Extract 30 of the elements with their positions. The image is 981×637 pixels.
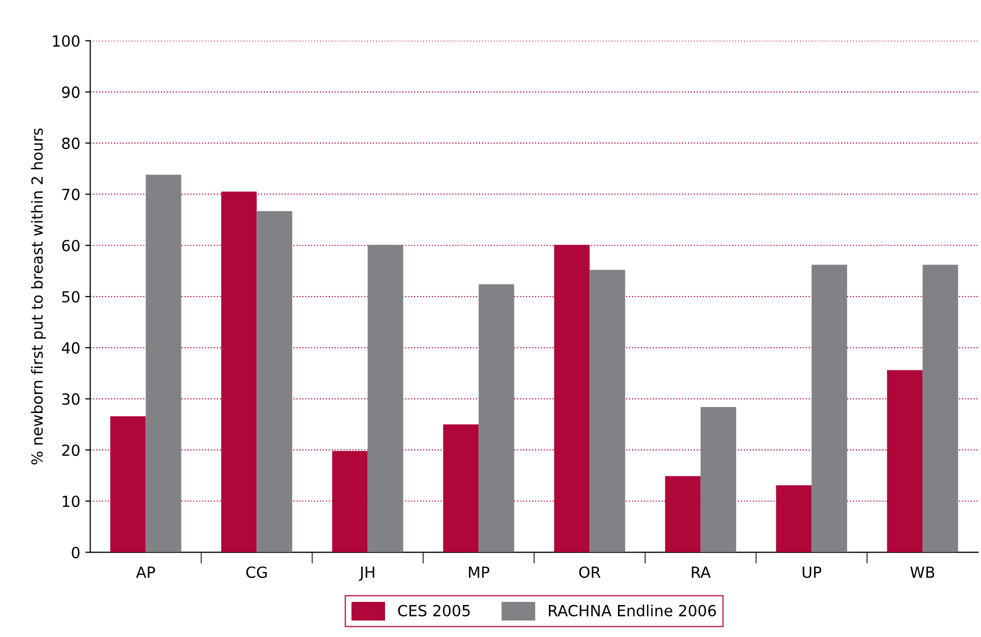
x-tick-label: MP: [468, 566, 490, 578]
bar: [368, 244, 404, 552]
x-tick-label: WB: [910, 566, 934, 578]
bar: [256, 211, 292, 552]
y-tick-label: 70: [62, 188, 80, 200]
legend-label: CES 2005: [398, 604, 470, 616]
y-tick-label: 90: [62, 86, 80, 98]
x-tick-label: CG: [246, 566, 267, 578]
y-tick-label: 50: [62, 290, 80, 303]
x-tick-label: AP: [136, 566, 156, 578]
x-tick-label: RA: [692, 566, 711, 578]
x-tick-label: UP: [802, 566, 822, 578]
y-axis-title: % newborn first put to breast within 2 hours: [31, 128, 46, 464]
bar: [146, 174, 182, 552]
bar: [922, 264, 958, 552]
x-tick-label: OR: [579, 566, 601, 578]
y-tick-label: 80: [62, 138, 80, 150]
y-tick-label: 60: [62, 240, 80, 252]
bar: [478, 284, 514, 552]
bar: [700, 407, 736, 552]
y-tick-label: 100: [53, 35, 80, 47]
x-tick-label: JH: [358, 566, 374, 581]
y-tick-label: 20: [62, 444, 80, 456]
bar: [590, 270, 626, 552]
bar: [812, 264, 848, 552]
y-tick-label: 40: [62, 342, 80, 354]
y-tick-label: 0: [72, 546, 80, 558]
legend-label: RACHNA Endline 2006: [548, 604, 716, 616]
y-tick-label: 10: [62, 496, 80, 508]
y-tick-label: 30: [62, 393, 80, 405]
